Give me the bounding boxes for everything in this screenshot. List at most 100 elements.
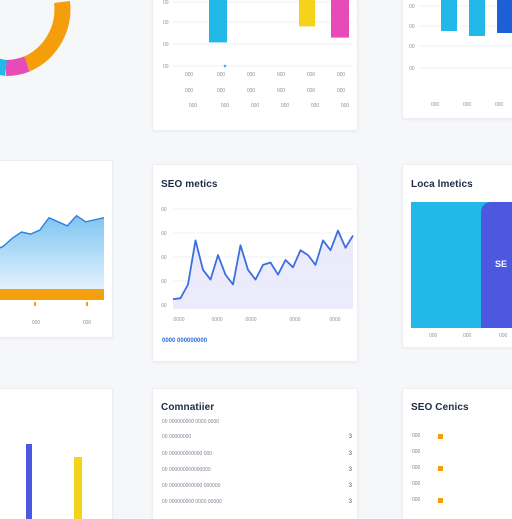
local-metrics-tick-1: 000: [429, 333, 438, 339]
x-tick-label: 000: [431, 102, 440, 108]
bar: [331, 0, 349, 38]
y-tick-label: 00: [161, 207, 167, 213]
seo-metrics-line-chart: 00000000000000 0000 0000 0000 0000: [161, 207, 354, 323]
x-tick-label: 000: [463, 102, 472, 108]
y-tick-label: 00: [409, 4, 415, 10]
area-chart-card: 000 000: [0, 160, 113, 338]
x-tick-label: 000: [307, 72, 316, 78]
x-tick-label: 000: [185, 72, 194, 78]
conversion-row: 00 000000000000 000000 3: [162, 483, 352, 489]
donut-segment-cyan: [0, 58, 8, 76]
seo-centers-row: 000: [412, 495, 512, 507]
area-baseline-bar: [0, 289, 104, 300]
local-metrics-card: Loca lmetics SE 000 000 000: [402, 164, 512, 348]
x-tick-label: 000: [217, 72, 226, 78]
bottom-left-bar-yellow: [74, 457, 82, 519]
y-tick-label: 00: [163, 42, 169, 48]
line-area-fill: [173, 230, 353, 309]
x-tick-label: 000: [277, 88, 286, 94]
bar: [441, 0, 457, 31]
seo-centers-marker: [438, 434, 443, 439]
bar: [469, 0, 485, 36]
x-tick-label: 000: [495, 102, 504, 108]
seo-metrics-title: SEO metics: [161, 179, 218, 190]
seo-centers-marker: [438, 466, 443, 471]
tick-marker: [34, 302, 36, 306]
x-tick-label: 000: [185, 88, 194, 94]
x-tick-label: 0000: [289, 317, 300, 323]
top-bar-chart-card: 00 00 00 00 000 000 000 000 000 000 000 000 000 000 00…: [152, 0, 358, 131]
x-tick-label: 0000: [245, 317, 256, 323]
x-tick-label: 000: [189, 103, 198, 109]
seo-metrics-card: SEO metics 00 00 00 00 00 0000 0000 0000 0000 000…: [152, 164, 358, 362]
x-tick-label: 000: [217, 88, 226, 94]
x-tick-label: 000: [251, 103, 260, 109]
y-tick-label: 00: [163, 64, 169, 70]
area-line: [0, 214, 105, 249]
bar: [299, 0, 315, 27]
donut-segment-orange: [23, 1, 71, 72]
local-metrics-tick-2: 000: [463, 333, 472, 339]
seo-centers-row: 000: [412, 449, 421, 455]
bottom-left-chart-card: [0, 388, 113, 519]
x-tick-label: 000: [341, 103, 350, 109]
top-right-bar-chart: 00000000000 000 000: [409, 0, 512, 108]
conversion-title: Comnatiier: [161, 402, 215, 413]
x-tick-label: 000: [281, 103, 290, 109]
y-tick-label: 00: [163, 20, 169, 26]
conversion-row: 00 000000000000 000 3: [162, 451, 352, 457]
y-tick-label: 00: [409, 44, 415, 50]
local-metrics-tick-3: 000: [499, 333, 508, 339]
x-tick-label: 000: [337, 88, 346, 94]
donut-segment-magenta: [5, 56, 30, 76]
seo-centers-marker: [438, 498, 443, 503]
conversion-row: 00 000000000000000 3: [162, 467, 352, 473]
x-tick-label: 000: [32, 320, 41, 326]
line-series: [172, 229, 354, 301]
x-tick-label: 000: [247, 72, 256, 78]
conversion-card: Comnatiier 00 000000000 0000 0000 00 000…: [152, 388, 358, 519]
seo-centers-row: 000: [412, 481, 421, 487]
x-tick-label: 000: [307, 88, 316, 94]
bar: [209, 0, 227, 43]
y-tick-label: 00: [409, 24, 415, 30]
donut-chart: [0, 1, 71, 76]
y-tick-label: 00: [161, 279, 167, 285]
seo-centers-row: 000: [412, 463, 512, 475]
conversion-list: 00 000000000 0000 0000 00 00000000 3 00 …: [162, 417, 352, 517]
x-tick-label: 000: [311, 103, 320, 109]
conversion-row: 00 000000000 0000 0000: [162, 419, 220, 425]
conversion-row: 00 00000000 3: [162, 434, 352, 440]
seo-metrics-link[interactable]: 0000 000000000: [162, 338, 208, 344]
x-tick-label: 000: [277, 72, 286, 78]
x-tick-label: 000: [221, 103, 230, 109]
seo-centers-list: 000 000 000 000 000: [412, 431, 512, 511]
x-tick-label: 0000: [211, 317, 222, 323]
area-chart: 000 000: [0, 214, 105, 326]
x-tick-label: 000: [83, 320, 92, 326]
donut-card: [0, 0, 92, 92]
y-tick-label: 00: [161, 255, 167, 261]
local-metrics-tile-indigo: [481, 202, 512, 328]
x-tick-label: 000: [337, 72, 346, 78]
bar: [497, 0, 512, 33]
top-bar-chart: 00000000000 000 000 000 000 000000 000 000 000 00…: [163, 0, 353, 109]
conversion-row: 00 000000000 0000 00000 3: [162, 499, 352, 505]
seo-centers-row: 000: [412, 431, 512, 443]
local-metrics-title: Loca lmetics: [411, 179, 473, 190]
y-tick-label: 00: [163, 0, 169, 6]
seo-centers-card: SEO Cenics 000 000 000 000 000: [402, 388, 512, 519]
x-tick-label: 0000: [329, 317, 340, 323]
top-right-bar-chart-card: 00 00 00 00 000 000 000: [402, 0, 512, 119]
y-tick-label: 00: [409, 66, 415, 72]
bar-marker: [223, 64, 227, 68]
y-tick-label: 00: [161, 231, 167, 237]
y-tick-label: 00: [161, 303, 167, 309]
bottom-left-bar-blue: [26, 444, 32, 519]
area-fill: [0, 215, 104, 289]
x-tick-label: 000: [247, 88, 256, 94]
seo-centers-title: SEO Cenics: [411, 402, 469, 413]
tick-marker: [86, 302, 88, 306]
local-metrics-tile-label: SE: [495, 259, 508, 269]
x-tick-label: 0000: [173, 317, 184, 323]
